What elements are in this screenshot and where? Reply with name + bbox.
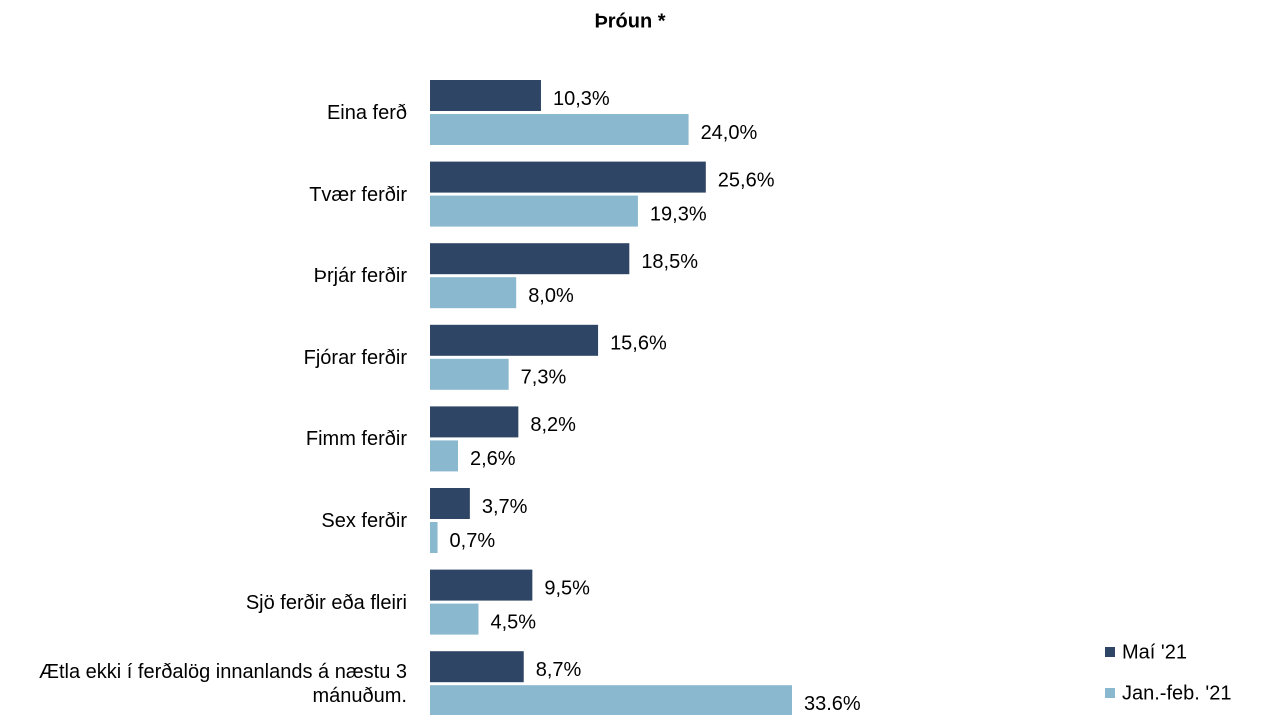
value-label: 0,7% [450,530,496,552]
value-label: 9,5% [544,577,590,599]
legend-label: Jan.-feb. '21 [1122,682,1231,704]
bar [430,358,509,390]
value-label: 25,6% [718,169,775,191]
bar [430,277,517,309]
chart-title: Þróun * [594,10,665,32]
bar [430,324,599,356]
value-label: 19,3% [650,203,707,225]
bar [430,603,479,635]
bar [430,685,792,715]
bar [430,406,519,438]
bar [430,569,533,601]
value-label: 3,7% [482,496,528,518]
value-label: 8,0% [528,285,574,307]
bar [430,488,470,519]
value-label: 18,5% [641,251,698,273]
value-label: 8,7% [536,659,582,681]
value-label: 7,3% [521,367,567,389]
category-label: Tvær ferðir [309,183,407,206]
bar [430,80,541,111]
value-label: 24,0% [701,122,758,144]
bar [430,651,524,683]
bar [430,161,706,193]
category-label: Ætla ekki í ferðalög innanlands á næstu … [39,661,407,708]
category-label: Eina ferð [326,102,407,124]
value-label: 4,5% [490,611,536,633]
bar [430,195,638,227]
legend-swatch [1105,688,1115,698]
bar [430,243,630,275]
category-label: Sjö ferðir eða fleiri [245,591,407,614]
value-label: 33.6% [804,693,861,715]
bar [430,440,459,472]
category-label: Fimm ferðir [305,428,407,451]
value-label: 10,3% [553,88,610,110]
value-label: 8,2% [530,414,576,436]
category-label: Þrjár ferðir [313,265,407,288]
category-label: Fjórar ferðir [303,346,407,369]
bar [430,114,689,145]
legend-swatch [1105,647,1115,657]
category-label: Sex ferðir [321,510,407,532]
value-label: 15,6% [610,333,667,355]
value-label: 2,6% [470,448,516,470]
legend-label: Maí '21 [1122,641,1187,663]
bar [430,522,438,553]
